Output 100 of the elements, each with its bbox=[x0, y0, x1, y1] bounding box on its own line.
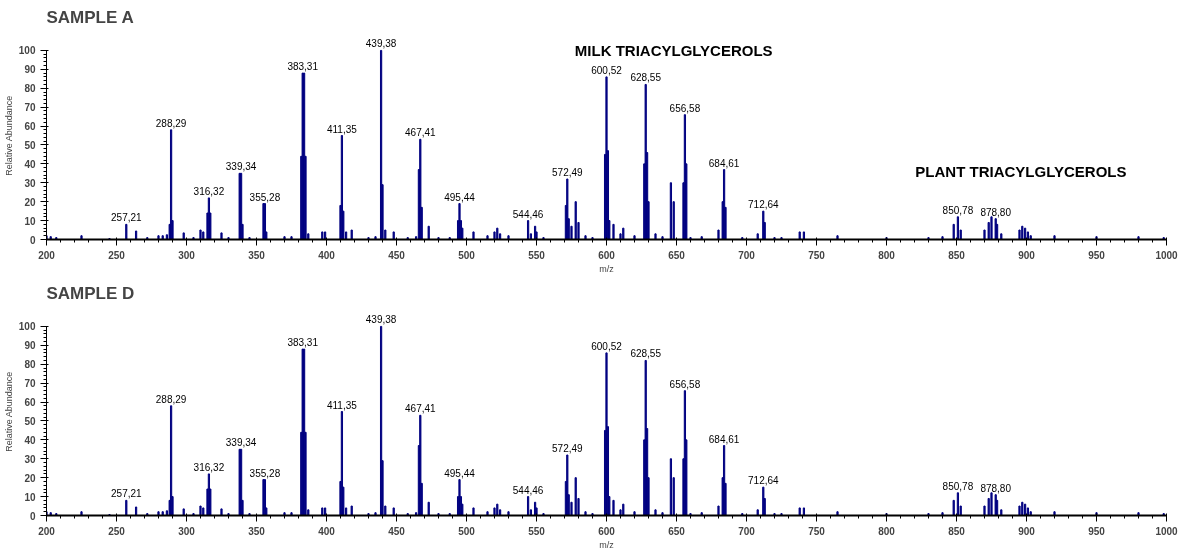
x-tick-label: 900 bbox=[1018, 249, 1036, 261]
annotation: 656,58 bbox=[669, 102, 701, 114]
y-tick-label: 30 bbox=[24, 453, 36, 465]
annotation: 628,55 bbox=[630, 348, 662, 360]
y-tick-label: 30 bbox=[24, 177, 36, 189]
annotation: 684,61 bbox=[708, 157, 740, 169]
y-axis-title: Relative Abundance bbox=[3, 371, 14, 452]
annotation: 600,52 bbox=[591, 340, 623, 352]
annotation: PLANT TRIACYLGLYCEROLS bbox=[915, 162, 1127, 180]
x-tick-label: 450 bbox=[388, 249, 406, 261]
x-tick-label: 300 bbox=[178, 525, 196, 537]
x-tick-label: 300 bbox=[178, 249, 196, 261]
annotation: 878,80 bbox=[980, 482, 1012, 494]
x-tick-label: 600 bbox=[598, 249, 616, 261]
x-tick-label: 800 bbox=[878, 525, 896, 537]
y-tick-label: 70 bbox=[24, 378, 36, 390]
annotation: 544,46 bbox=[512, 208, 544, 220]
annotation: 495,44 bbox=[444, 467, 476, 479]
annotation: 316,32 bbox=[193, 185, 225, 197]
chart-title: SAMPLE A bbox=[46, 7, 134, 27]
annotation: 495,44 bbox=[444, 191, 476, 203]
x-tick-label: 800 bbox=[878, 249, 896, 261]
annotation: 439,38 bbox=[365, 314, 397, 326]
y-tick-label: 100 bbox=[18, 45, 36, 57]
x-tick-label: 500 bbox=[458, 525, 476, 537]
x-tick-label: 850 bbox=[948, 249, 966, 261]
x-tick-label: 700 bbox=[738, 249, 756, 261]
y-tick-label: 100 bbox=[18, 321, 36, 333]
y-tick-label: 50 bbox=[24, 139, 36, 151]
annotation: 572,49 bbox=[552, 166, 584, 178]
chart-title: SAMPLE D bbox=[46, 283, 135, 303]
x-tick-label: 1000 bbox=[1155, 525, 1179, 537]
y-tick-label: 50 bbox=[24, 415, 36, 427]
annotation: 383,31 bbox=[287, 61, 319, 73]
annotation: 467,41 bbox=[405, 127, 437, 139]
y-tick-label: 0 bbox=[29, 234, 36, 246]
x-tick-label: 750 bbox=[808, 525, 826, 537]
annotation: 383,31 bbox=[287, 337, 319, 349]
y-tick-label: 60 bbox=[24, 121, 36, 133]
annotation: 339,34 bbox=[225, 161, 257, 173]
annotation: 684,61 bbox=[708, 433, 740, 445]
annotation: 411,35 bbox=[326, 399, 358, 411]
annotation: 600,52 bbox=[591, 64, 623, 76]
annotation: 628,55 bbox=[630, 72, 662, 84]
annotation: 316,32 bbox=[193, 461, 225, 473]
x-tick-label: 250 bbox=[108, 249, 126, 261]
annotation: 257,21 bbox=[111, 488, 143, 500]
y-tick-label: 60 bbox=[24, 397, 36, 409]
x-axis-title: m/z bbox=[599, 263, 615, 274]
y-tick-label: 90 bbox=[24, 340, 36, 352]
x-tick-label: 200 bbox=[38, 525, 56, 537]
annotation: 850,78 bbox=[942, 204, 974, 216]
annotation: 355,28 bbox=[249, 191, 281, 203]
y-tick-label: 0 bbox=[29, 510, 36, 522]
y-tick-label: 80 bbox=[24, 359, 36, 371]
annotation: 355,28 bbox=[249, 467, 281, 479]
x-tick-label: 1000 bbox=[1155, 249, 1179, 261]
y-axis-title: Relative Abundance bbox=[3, 95, 14, 176]
annotation: 878,80 bbox=[980, 206, 1012, 218]
y-tick-label: 40 bbox=[24, 434, 36, 446]
annotation: 712,64 bbox=[748, 199, 780, 211]
x-tick-label: 250 bbox=[108, 525, 126, 537]
annotation: 544,46 bbox=[512, 484, 544, 496]
annotation: 257,21 bbox=[111, 212, 143, 224]
y-tick-label: 10 bbox=[24, 215, 36, 227]
annotation: 411,35 bbox=[326, 123, 358, 135]
y-tick-label: 20 bbox=[24, 472, 36, 484]
x-tick-label: 750 bbox=[808, 249, 826, 261]
annotation: 572,49 bbox=[552, 442, 584, 454]
annotation: 712,64 bbox=[748, 475, 780, 487]
annotation: 339,34 bbox=[225, 437, 257, 449]
x-tick-label: 650 bbox=[668, 249, 686, 261]
annotation: 850,78 bbox=[942, 480, 974, 492]
x-tick-label: 600 bbox=[598, 525, 616, 537]
y-tick-label: 70 bbox=[24, 102, 36, 114]
x-tick-label: 950 bbox=[1088, 249, 1106, 261]
x-tick-label: 500 bbox=[458, 249, 476, 261]
y-tick-label: 10 bbox=[24, 491, 36, 503]
y-tick-label: 80 bbox=[24, 83, 36, 95]
x-tick-label: 400 bbox=[318, 249, 336, 261]
x-tick-label: 700 bbox=[738, 525, 756, 537]
x-tick-label: 350 bbox=[248, 249, 266, 261]
x-tick-label: 950 bbox=[1088, 525, 1106, 537]
x-tick-label: 650 bbox=[668, 525, 686, 537]
x-tick-label: 900 bbox=[1018, 525, 1036, 537]
annotation: MILK TRIACYLGLYCEROLS bbox=[574, 41, 773, 59]
x-tick-label: 550 bbox=[528, 249, 546, 261]
annotation: 656,58 bbox=[669, 378, 701, 390]
annotation: 439,38 bbox=[365, 38, 397, 50]
x-tick-label: 550 bbox=[528, 525, 546, 537]
x-tick-label: 400 bbox=[318, 525, 336, 537]
y-tick-label: 20 bbox=[24, 196, 36, 208]
annotation: 288,29 bbox=[155, 117, 187, 129]
x-tick-label: 350 bbox=[248, 525, 266, 537]
x-tick-label: 450 bbox=[388, 525, 406, 537]
annotation: 467,41 bbox=[405, 403, 437, 415]
annotation: 288,29 bbox=[155, 393, 187, 405]
x-tick-label: 200 bbox=[38, 249, 56, 261]
y-tick-label: 90 bbox=[24, 64, 36, 76]
x-tick-label: 850 bbox=[948, 525, 966, 537]
